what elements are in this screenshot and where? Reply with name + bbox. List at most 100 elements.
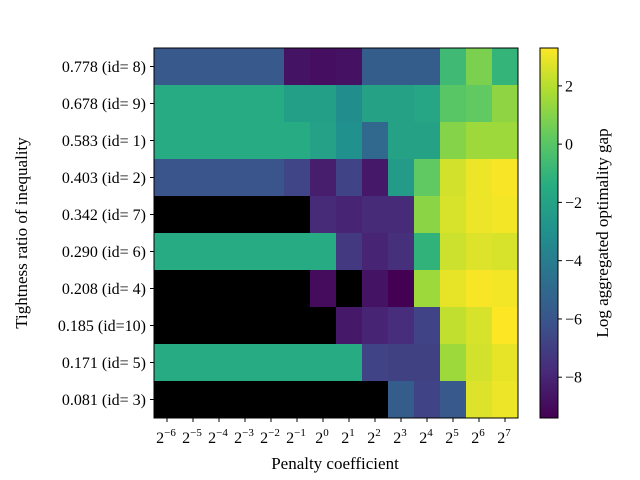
heatmap-cell (180, 85, 207, 123)
x-tick-label: 2−2 (260, 427, 280, 447)
heatmap-cell (414, 270, 441, 308)
heatmap-cell (388, 270, 415, 308)
colorbar-label: Log aggregated optimality gap (593, 128, 612, 337)
heatmap-cell (310, 159, 337, 197)
x-tick-label: 2−3 (234, 427, 254, 447)
heatmap-cell (258, 233, 285, 271)
heatmap-cell (206, 307, 233, 345)
heatmap-cell (284, 344, 311, 382)
heatmap-cell (492, 344, 519, 382)
heatmap-cell (232, 344, 259, 382)
heatmap-cell (414, 233, 441, 271)
x-tick-label: 24 (419, 427, 433, 447)
heatmap-cell (284, 48, 311, 86)
heatmap-cell (310, 122, 337, 160)
heatmap-cell (388, 307, 415, 345)
heatmap-cell (180, 196, 207, 234)
colorbar-tick-label: 2 (565, 78, 573, 95)
heatmap-cell (206, 381, 233, 419)
x-tick-label: 2−5 (182, 427, 202, 447)
heatmap-cell (310, 307, 337, 345)
heatmap-cell (492, 233, 519, 271)
x-tick-label: 2−6 (156, 427, 176, 447)
heatmap-cell (154, 196, 181, 234)
heatmap-cell (440, 381, 467, 419)
heatmap-cell (232, 307, 259, 345)
heatmap-cell (258, 307, 285, 345)
heatmap-cell (492, 85, 519, 123)
heatmap-cell (388, 233, 415, 271)
heatmap-cell (284, 381, 311, 419)
heatmap-cell (258, 270, 285, 308)
heatmap-cell (440, 233, 467, 271)
heatmap-cell (388, 48, 415, 86)
heatmap-cell (362, 307, 389, 345)
heatmap-cell (388, 381, 415, 419)
heatmap-cell (362, 85, 389, 123)
heatmap-cell (466, 48, 493, 86)
heatmap-cell (180, 270, 207, 308)
heatmap-cell (258, 196, 285, 234)
colorbar-tick-label: −4 (565, 253, 582, 270)
heatmap-cell (154, 307, 181, 345)
colorbar-ticks: 2 0 −2 −4 −6 −8 (558, 78, 582, 387)
y-tick-label: 0.208 (id= 4) (62, 281, 146, 298)
heatmap-cell (388, 196, 415, 234)
heatmap-cell (180, 159, 207, 197)
heatmap-cell (414, 344, 441, 382)
heatmap-cell (492, 196, 519, 234)
colorbar-tick-label: −8 (565, 370, 582, 387)
heatmap-cell (440, 159, 467, 197)
heatmap-cell (336, 381, 363, 419)
heatmap-cell (466, 159, 493, 197)
heatmap-cell (284, 196, 311, 234)
heatmap-cell (258, 122, 285, 160)
heatmap-cell (180, 233, 207, 271)
heatmap-cell (466, 85, 493, 123)
heatmap-cell (284, 270, 311, 308)
heatmap-cell (284, 307, 311, 345)
heatmap-cell (466, 196, 493, 234)
heatmap-cell (492, 48, 519, 86)
y-tick-label: 0.678 (id= 9) (62, 96, 146, 113)
y-tick-label: 0.583 (id= 1) (62, 133, 146, 150)
heatmap-cell (492, 307, 519, 345)
heatmap-cell (388, 159, 415, 197)
x-tick-label: 27 (497, 427, 511, 447)
heatmap-frame (153, 47, 519, 419)
heatmap-cell (258, 381, 285, 419)
heatmap-cell (206, 344, 233, 382)
heatmap-cell (206, 196, 233, 234)
y-tick-label: 0.403 (id= 2) (62, 170, 146, 187)
heatmap-cell (336, 307, 363, 345)
heatmap-cell (310, 344, 337, 382)
heatmap-cell (232, 270, 259, 308)
heatmap-cell (362, 381, 389, 419)
heatmap-cell (154, 48, 181, 86)
heatmap-cell (414, 307, 441, 345)
y-tick-label: 0.290 (id= 6) (62, 244, 146, 261)
y-axis-label: Tightness ratio of inequality (12, 137, 31, 329)
heatmap-cell (414, 196, 441, 234)
heatmap-cell (466, 344, 493, 382)
heatmap-cell (206, 122, 233, 160)
heatmap-cell (440, 196, 467, 234)
x-axis-label: Penalty coefficient (271, 454, 399, 473)
colorbar-tick-label: −2 (565, 195, 582, 212)
heatmap-cell (362, 196, 389, 234)
heatmap-cell (154, 122, 181, 160)
heatmap-cell (310, 270, 337, 308)
heatmap-cell (258, 85, 285, 123)
heatmap-cell (154, 381, 181, 419)
heatmap-cell (284, 85, 311, 123)
heatmap-cell (440, 344, 467, 382)
heatmap-cell (336, 196, 363, 234)
heatmap-cell (492, 122, 519, 160)
heatmap-cell (232, 122, 259, 160)
heatmap-cell (414, 85, 441, 123)
heatmap-cell (336, 122, 363, 160)
y-tick-label: 0.185 (id=10) (58, 318, 146, 335)
heatmap-cell (336, 270, 363, 308)
heatmap-cell (310, 85, 337, 123)
